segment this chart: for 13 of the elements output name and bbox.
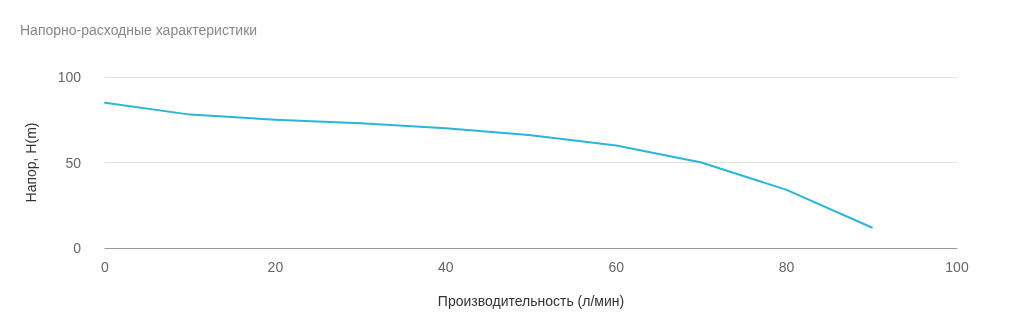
y-tick-label: 0 bbox=[73, 240, 82, 256]
x-tick-label: 0 bbox=[101, 259, 110, 275]
x-tick-label: 20 bbox=[267, 259, 284, 275]
line-series bbox=[104, 101, 873, 229]
x-tick-label: 60 bbox=[608, 259, 625, 275]
x-tick-label: 80 bbox=[778, 259, 795, 275]
y-tick-label: 50 bbox=[65, 154, 82, 171]
x-axis-title: Производительность (л/мин) bbox=[437, 293, 625, 309]
x-tick-label: 100 bbox=[945, 259, 969, 275]
y-axis-title: Напор, H(m) bbox=[23, 122, 39, 203]
chart-title: Напорно-расходные характеристики bbox=[20, 22, 258, 38]
y-tick-label: 100 bbox=[57, 69, 82, 85]
x-tick-label: 40 bbox=[438, 259, 454, 275]
